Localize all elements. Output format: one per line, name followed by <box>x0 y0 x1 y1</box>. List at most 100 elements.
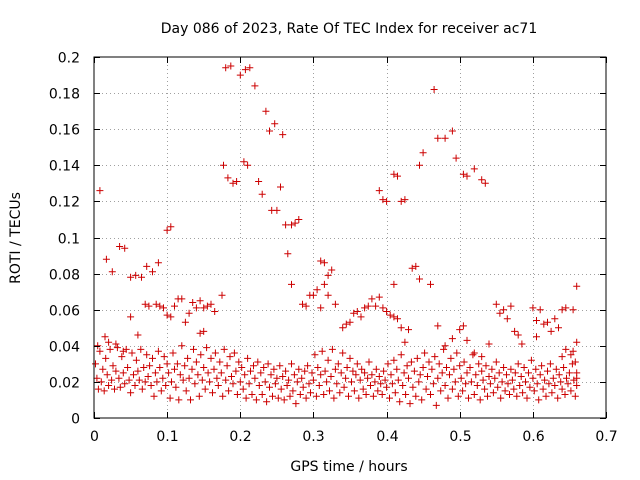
data-point <box>121 380 129 388</box>
data-point <box>475 360 483 368</box>
data-point <box>375 187 383 195</box>
data-point <box>130 371 137 379</box>
data-point <box>196 297 204 305</box>
data-point <box>529 304 537 312</box>
data-point <box>320 280 328 288</box>
data-point <box>500 364 508 371</box>
data-point <box>217 369 225 377</box>
data-point <box>560 364 568 371</box>
data-point <box>225 387 233 395</box>
data-point <box>97 378 105 386</box>
data-point <box>312 392 320 400</box>
data-point <box>168 378 175 386</box>
data-point <box>244 161 252 169</box>
data-point <box>224 174 232 182</box>
data-point <box>470 165 478 173</box>
grid-layer <box>94 57 606 418</box>
data-point <box>149 268 156 276</box>
y-tick-label: 0.16 <box>49 123 80 139</box>
data-point <box>473 382 481 389</box>
data-point <box>428 365 436 373</box>
data-point <box>542 392 550 400</box>
data-point <box>478 353 486 361</box>
data-point <box>567 351 575 359</box>
data-point <box>299 383 307 391</box>
data-point <box>526 383 534 391</box>
data-point <box>441 382 449 389</box>
data-point <box>257 369 265 377</box>
data-point <box>356 376 364 384</box>
data-point <box>288 280 295 288</box>
data-point <box>339 324 347 332</box>
data-point <box>92 360 99 368</box>
data-point <box>190 345 197 353</box>
data-point <box>378 391 386 398</box>
data-point <box>264 360 272 368</box>
data-point <box>242 394 250 402</box>
data-point <box>143 262 151 270</box>
data-point <box>228 373 235 380</box>
data-point <box>204 369 212 377</box>
data-point <box>116 243 124 250</box>
data-point <box>540 320 548 328</box>
data-point <box>503 315 511 323</box>
data-point <box>162 382 170 389</box>
data-point <box>408 264 416 272</box>
data-point <box>280 396 288 404</box>
data-point <box>307 389 314 397</box>
data-point <box>317 304 325 312</box>
data-point <box>218 291 226 299</box>
data-point <box>279 131 287 139</box>
data-point <box>163 311 171 319</box>
data-point <box>295 216 303 223</box>
data-point <box>518 340 526 348</box>
data-point <box>195 392 203 400</box>
data-point <box>181 318 189 326</box>
chart-title: Day 086 of 2023, Rate Of TEC Index for r… <box>161 21 537 37</box>
x-tick-label: 0.7 <box>595 429 617 445</box>
data-point <box>175 396 183 404</box>
data-point <box>481 385 489 393</box>
data-point <box>527 356 535 364</box>
data-point <box>547 327 555 335</box>
data-point <box>222 376 230 384</box>
data-point <box>251 82 259 90</box>
data-point <box>302 394 310 402</box>
plot-border <box>93 56 607 419</box>
data-point <box>127 389 135 397</box>
data-point <box>101 333 109 341</box>
data-point <box>339 349 347 357</box>
data-point <box>446 371 453 379</box>
data-point <box>94 385 102 393</box>
data-point <box>402 391 410 398</box>
data-point <box>178 342 186 350</box>
data-point <box>375 373 383 380</box>
data-point <box>283 382 291 389</box>
data-point <box>116 383 124 391</box>
data-point <box>262 107 270 115</box>
data-point <box>172 383 180 391</box>
data-point <box>353 308 361 315</box>
data-point <box>96 187 104 195</box>
data-point <box>506 391 513 398</box>
data-point <box>141 300 149 308</box>
data-point <box>413 354 421 362</box>
data-point <box>478 367 486 375</box>
data-point <box>403 362 411 370</box>
data-point <box>187 396 194 404</box>
data-point <box>489 389 497 397</box>
data-point <box>434 322 442 330</box>
data-point <box>429 380 437 388</box>
data-point <box>569 306 577 314</box>
data-point <box>384 360 392 368</box>
data-point <box>211 308 219 315</box>
data-point <box>569 347 577 355</box>
data-point <box>207 354 215 362</box>
data-point <box>434 374 442 382</box>
data-point <box>317 257 325 265</box>
data-point <box>293 378 301 386</box>
data-point <box>213 374 221 382</box>
data-point <box>368 295 376 303</box>
data-point <box>169 349 177 357</box>
data-point <box>551 315 559 323</box>
